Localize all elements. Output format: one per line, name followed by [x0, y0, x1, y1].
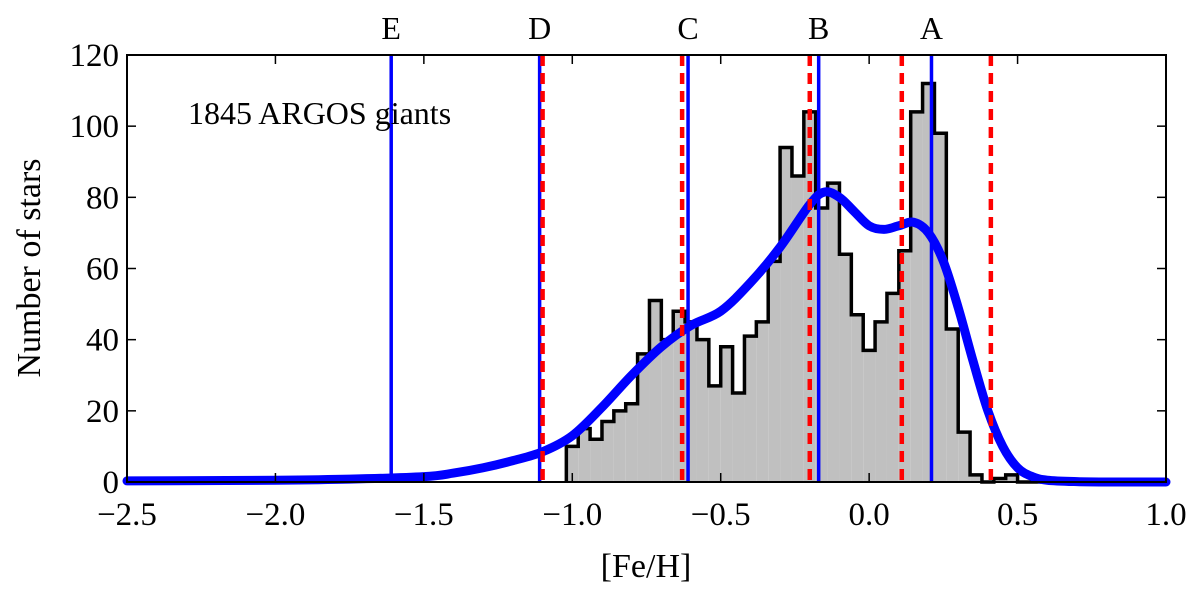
histogram-bar — [827, 183, 840, 482]
component-label-b: B — [808, 10, 829, 46]
histogram-bar — [625, 403, 638, 482]
histogram-bar — [791, 175, 804, 482]
histogram-bar — [910, 111, 923, 482]
histogram-bar — [649, 300, 662, 482]
axis-ticks — [126, 54, 1167, 483]
histogram-bar — [815, 208, 828, 482]
y-tick-label: 60 — [86, 252, 119, 288]
histogram-bar — [863, 350, 876, 482]
histogram-bar — [922, 83, 935, 482]
component-label-a: A — [920, 10, 943, 46]
histogram-bar — [875, 321, 887, 482]
histogram-bar — [590, 439, 602, 482]
annotation-text: 1845 ARGOS giants — [188, 95, 451, 131]
histogram-bar — [708, 385, 721, 482]
histogram-bar — [637, 353, 650, 482]
x-axis-label: [Fe/H] — [601, 548, 692, 585]
histogram-bar — [756, 321, 769, 482]
histogram-bar — [744, 336, 757, 482]
y-tick-label: 120 — [70, 38, 120, 74]
y-tick-label: 0 — [103, 465, 120, 501]
component-label-e: E — [381, 10, 401, 46]
y-tick-label: 80 — [86, 180, 119, 216]
x-tick-label: −2.0 — [245, 497, 305, 533]
x-tick-label: −0.5 — [691, 497, 751, 533]
histogram-bar — [673, 311, 686, 482]
tick-labels: −2.5 −2.0 −1.5 −1.0 −0.5 0.0 0.5 1.0 0 20 40 60 80 10… — [70, 38, 1187, 533]
y-tick-label: 40 — [86, 323, 119, 359]
y-axis-label: Number of stars — [11, 158, 48, 377]
x-tick-label: 1.0 — [1145, 497, 1186, 533]
x-tick-label: −1.5 — [394, 497, 454, 533]
histogram-bar — [851, 314, 864, 482]
histogram-bar — [970, 474, 982, 482]
histogram-bar — [578, 428, 591, 482]
histogram-bar — [993, 478, 1006, 482]
histogram-outline — [564, 81, 1042, 484]
histogram-bar — [768, 261, 781, 482]
x-tick-label: 0.0 — [849, 497, 890, 533]
histogram-bar — [613, 410, 626, 482]
histogram-bar — [780, 147, 792, 482]
histogram-bar — [1005, 474, 1018, 482]
component-labels: A B C D E — [381, 10, 943, 46]
histogram-bar — [732, 393, 745, 482]
histogram-bar — [661, 339, 674, 482]
histogram-bar — [958, 432, 971, 482]
histogram-bar — [946, 328, 959, 482]
histogram-bar — [886, 293, 899, 482]
component-label-c: C — [677, 10, 698, 46]
x-tick-label: 0.5 — [997, 497, 1038, 533]
histogram-bar — [839, 254, 852, 482]
component-mean-lines — [389, 55, 934, 482]
histogram-bar — [934, 133, 947, 483]
histogram-bar — [601, 421, 614, 482]
kde-curve — [122, 187, 1171, 487]
histogram-bar — [685, 321, 697, 482]
histogram-bar — [720, 346, 733, 482]
histogram-bar — [898, 250, 911, 482]
histogram-bar — [566, 446, 579, 482]
kde-layer — [122, 187, 1171, 487]
x-tick-label: −1.0 — [542, 497, 602, 533]
component-label-d: D — [528, 10, 551, 46]
histogram-bar — [696, 339, 709, 482]
x-tick-label: −2.5 — [97, 497, 157, 533]
y-tick-label: 100 — [70, 109, 120, 145]
y-tick-label: 20 — [86, 394, 119, 430]
